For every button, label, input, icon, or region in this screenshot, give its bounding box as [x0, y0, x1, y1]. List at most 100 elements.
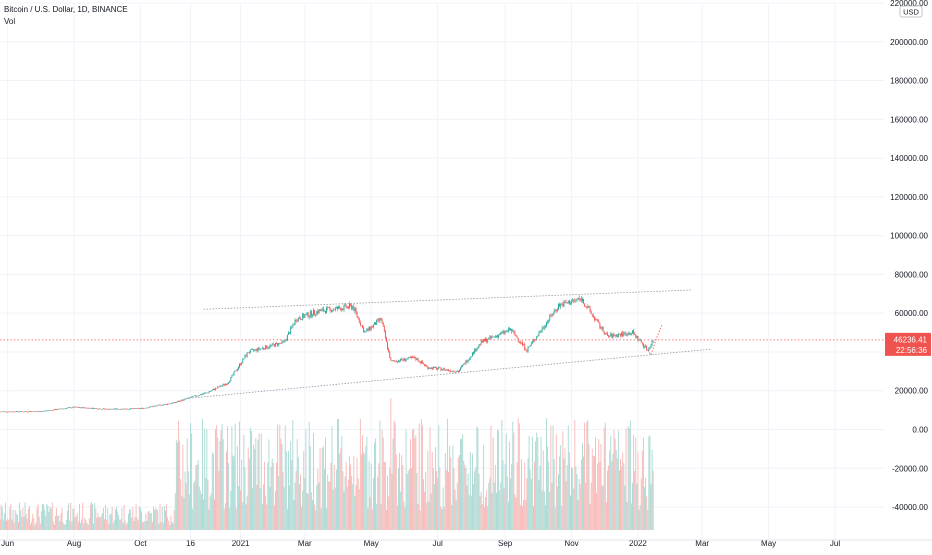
volume-bar	[470, 452, 471, 530]
volume-bar	[638, 452, 639, 530]
candle-body	[639, 340, 640, 341]
candle-body	[61, 409, 62, 410]
candle-body	[273, 344, 274, 345]
candle-body	[379, 318, 380, 321]
volume-bar	[311, 492, 312, 530]
volume-bar	[182, 445, 183, 530]
candle-body	[640, 340, 641, 341]
candle-body	[394, 360, 395, 361]
volume-bar	[61, 513, 62, 530]
volume-bar	[447, 419, 448, 530]
candle-body	[268, 348, 269, 349]
volume-bar	[361, 454, 362, 530]
candle-body	[314, 310, 315, 314]
volume-bar	[297, 439, 298, 530]
candle-body	[188, 398, 189, 399]
candle-body	[145, 408, 146, 409]
candle-body	[583, 299, 584, 304]
candle-body	[272, 344, 273, 346]
candle-body	[354, 308, 355, 310]
candle-body	[107, 409, 108, 410]
volume-bar	[258, 440, 259, 530]
candle-body	[400, 359, 401, 362]
candle-body	[442, 370, 443, 371]
candle-body	[118, 409, 119, 410]
candle-body	[275, 343, 276, 347]
candle-body	[567, 303, 568, 304]
volume-bar	[326, 508, 327, 530]
volume-bar	[40, 523, 41, 530]
candle-body	[147, 408, 148, 409]
candle-body	[42, 411, 43, 412]
volume-bar	[178, 421, 179, 530]
volume-bar	[264, 462, 265, 530]
candle-body	[94, 408, 95, 409]
candle-body	[538, 333, 539, 336]
candle-body	[438, 368, 439, 369]
candle-body	[103, 408, 104, 409]
volume-bar	[254, 449, 255, 530]
volume-bar	[400, 492, 401, 530]
volume-bar	[312, 500, 313, 530]
volume-bar	[371, 464, 372, 530]
candle-body	[504, 331, 505, 333]
volume-indicator-label[interactable]: Vol	[4, 16, 128, 28]
price-axis[interactable]: 220000.00200000.00180000.00160000.001400…	[885, 0, 931, 512]
volume-bar	[160, 504, 161, 530]
volume-bar	[646, 496, 647, 530]
volume-bar	[587, 420, 588, 530]
volume-bar	[639, 509, 640, 530]
volume-bar	[175, 493, 176, 530]
upper-channel[interactable]	[204, 290, 693, 309]
candle-body	[69, 407, 70, 408]
candle-body	[37, 411, 38, 412]
volume-bar	[504, 488, 505, 530]
volume-bar	[52, 502, 53, 530]
volume-bar	[205, 478, 206, 530]
volume-bar	[641, 478, 642, 530]
volume-bar	[83, 524, 84, 530]
candle-body	[334, 310, 335, 311]
volume-bar	[168, 521, 169, 530]
candle-body	[399, 360, 400, 361]
candle-body	[629, 333, 630, 335]
volume-bar	[2, 507, 3, 530]
candle-body	[40, 411, 41, 412]
candle-body	[250, 350, 251, 353]
volume-bar	[481, 492, 482, 530]
volume-bar	[70, 503, 71, 530]
volume-bar	[611, 461, 612, 530]
candle-body	[328, 307, 329, 308]
volume-bar	[55, 516, 56, 530]
candle-body	[279, 343, 280, 344]
volume-bar	[651, 484, 652, 530]
volume-bar	[554, 459, 555, 530]
candle-body	[455, 372, 456, 373]
volume-bar	[216, 425, 217, 530]
volume-bar	[354, 496, 355, 530]
candle-body	[424, 364, 425, 365]
candle-body	[56, 409, 57, 410]
volume-bar	[475, 467, 476, 530]
candle-body	[115, 409, 116, 410]
symbol-title[interactable]: Bitcoin / U.S. Dollar, 1D, BINANCE	[4, 4, 128, 16]
volume-bar	[384, 462, 385, 530]
candle-body	[618, 334, 619, 337]
candle-body	[623, 333, 624, 336]
volume-bar	[276, 463, 277, 530]
candle-body	[249, 353, 250, 354]
candle-body	[482, 340, 483, 342]
candle-body	[331, 309, 332, 312]
volume-bar	[526, 478, 527, 530]
candle-body	[488, 338, 489, 340]
candle-body	[282, 341, 283, 343]
volume-bar	[359, 489, 360, 530]
volume-bar	[170, 516, 171, 530]
candle-body	[15, 412, 16, 413]
volume-bar	[519, 423, 520, 530]
volume-bar	[500, 483, 501, 530]
volume-bar	[356, 485, 357, 530]
